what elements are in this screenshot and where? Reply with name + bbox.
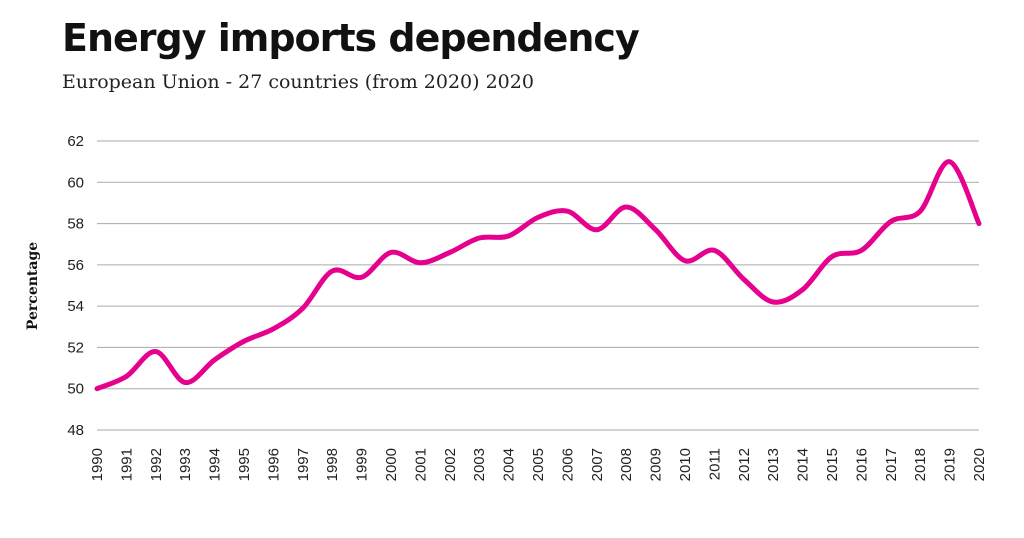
data-point-2016 — [859, 248, 864, 253]
x-tick-label: 2007 — [589, 448, 606, 481]
series-layer — [94, 159, 982, 392]
x-tick-label: 2013 — [765, 448, 782, 481]
data-point-2002 — [447, 250, 452, 255]
x-tick-label: 2000 — [383, 448, 400, 481]
data-point-2015 — [830, 254, 834, 259]
data-point-1998 — [330, 269, 335, 274]
data-point-2013 — [771, 300, 776, 305]
x-tick-label: 1991 — [118, 448, 135, 481]
data-point-2009 — [653, 227, 658, 232]
data-point-1993 — [183, 380, 188, 385]
data-point-2000 — [389, 250, 393, 255]
x-tick-label: 2020 — [971, 448, 988, 481]
x-tick-label: 1995 — [236, 448, 253, 481]
data-point-2008 — [624, 205, 629, 210]
data-point-1995 — [242, 339, 246, 344]
series-line-0 — [94, 159, 982, 392]
x-tick-label: 1996 — [265, 448, 282, 481]
data-point-1991 — [124, 374, 129, 379]
data-point-2010 — [683, 258, 687, 263]
x-tick-label: 2002 — [442, 448, 459, 481]
data-point-2011 — [712, 248, 717, 253]
x-tick-label: 2001 — [412, 448, 429, 481]
chart-subtitle: European Union - 27 countries (from 2020… — [62, 71, 534, 93]
x-tick-label: 1997 — [295, 448, 312, 481]
x-tick-label: 2015 — [824, 448, 841, 481]
data-point-1996 — [271, 326, 276, 331]
x-tick-label: 2017 — [883, 448, 900, 481]
y-tick-label: 50 — [67, 381, 84, 398]
y-tick-label: 54 — [67, 298, 84, 315]
grid-lines — [97, 140, 979, 431]
data-point-1990 — [95, 386, 99, 391]
x-tick-label: 1994 — [207, 448, 224, 481]
chart-title: Energy imports dependency — [62, 16, 640, 60]
x-tick-label: 2016 — [853, 448, 870, 481]
data-point-2012 — [741, 277, 746, 282]
x-tick-label: 1992 — [148, 448, 165, 481]
data-point-1999 — [359, 275, 364, 280]
data-point-2007 — [594, 227, 599, 232]
data-point-1992 — [153, 349, 158, 354]
x-tick-label: 2005 — [530, 448, 547, 481]
x-tick-label: 2014 — [795, 448, 812, 481]
x-tick-label: 2019 — [942, 448, 959, 481]
x-tick-label: 1999 — [354, 448, 371, 481]
y-axis-ticks: 48 50 52 54 56 58 60 62 — [67, 133, 84, 439]
data-point-2020 — [977, 221, 981, 226]
data-point-2017 — [888, 219, 893, 224]
x-tick-label: 2009 — [648, 448, 665, 481]
data-point-2003 — [477, 236, 482, 241]
data-point-2001 — [418, 260, 423, 265]
x-axis-ticks: 1990 1991 1992 1993 1994 1995 1996 1997 1998 1999… — [89, 448, 988, 481]
x-tick-label: 1990 — [89, 448, 106, 481]
data-point-2006 — [565, 209, 570, 214]
data-point-2004 — [506, 233, 511, 238]
x-tick-label: 2012 — [736, 448, 753, 481]
data-point-2014 — [800, 287, 805, 292]
x-tick-label: 2011 — [706, 448, 723, 480]
x-tick-label: 1998 — [324, 448, 341, 481]
data-point-1994 — [212, 357, 217, 362]
x-tick-label: 2008 — [618, 448, 635, 481]
y-axis-label: Percentage — [25, 242, 41, 330]
y-tick-label: 62 — [67, 133, 84, 150]
y-tick-label: 58 — [67, 216, 84, 233]
data-point-2018 — [918, 209, 923, 214]
x-tick-label: 2010 — [677, 448, 694, 481]
x-tick-label: 2004 — [501, 448, 518, 481]
x-tick-label: 2006 — [559, 448, 576, 481]
data-point-2019 — [947, 159, 952, 164]
x-tick-label: 1993 — [177, 448, 194, 481]
y-tick-label: 56 — [67, 257, 84, 274]
data-point-2005 — [536, 215, 540, 220]
y-tick-label: 52 — [67, 339, 84, 356]
y-tick-label: 48 — [67, 422, 84, 439]
x-tick-label: 2003 — [471, 448, 488, 481]
x-tick-label: 2018 — [912, 448, 929, 481]
data-point-1997 — [300, 306, 305, 311]
y-tick-label: 60 — [67, 174, 84, 191]
